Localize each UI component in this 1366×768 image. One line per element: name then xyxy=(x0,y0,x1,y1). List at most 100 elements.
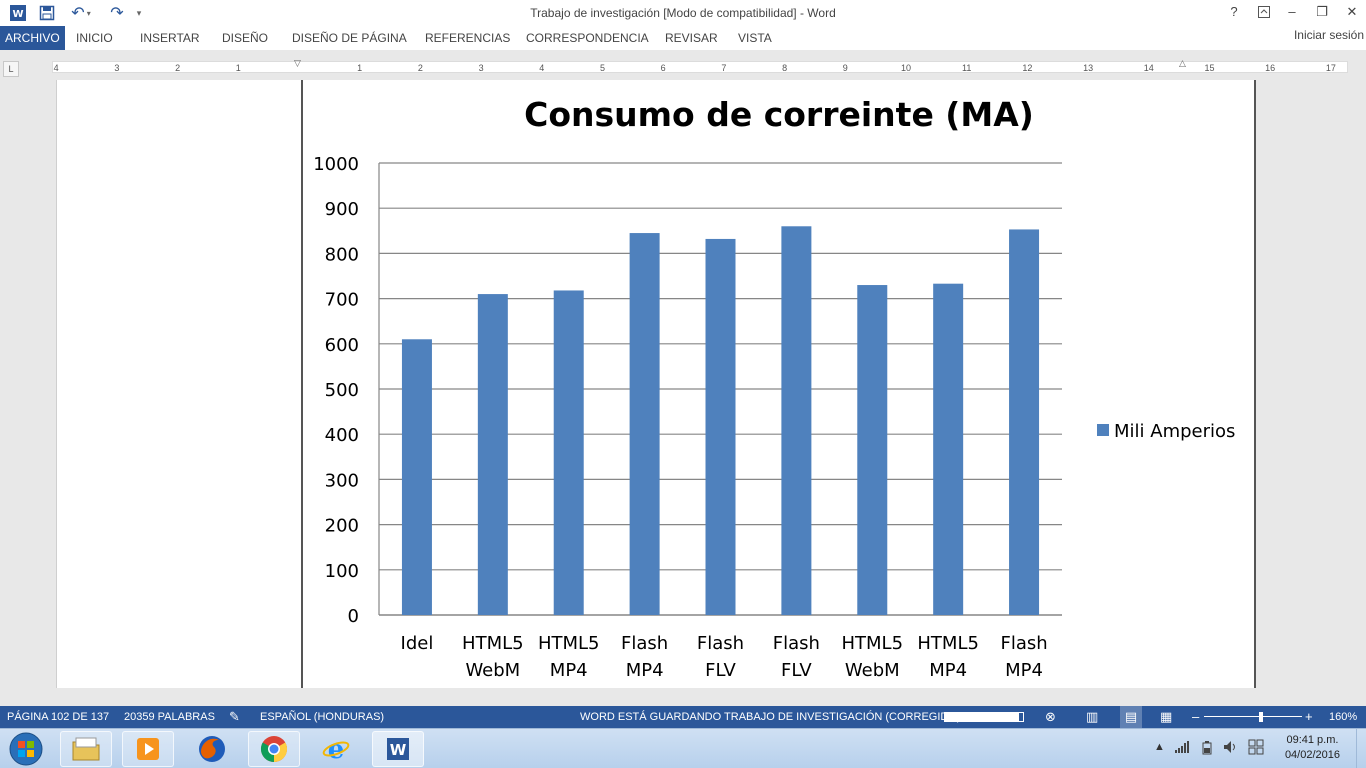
language-indicator[interactable]: ESPAÑOL (HONDURAS) xyxy=(260,711,385,723)
legend-swatch xyxy=(1097,424,1109,436)
chart-title: Consumo de correinte (MA) xyxy=(524,95,1034,134)
ruler-number: 1 xyxy=(357,63,363,73)
word-taskbar-icon[interactable]: W xyxy=(372,731,424,767)
ruler-strip[interactable]: 4 3 2 1 1 2 3 4 5 6 7 8 9 10 11 12 13 14 15 16 17 ▽ △ xyxy=(52,58,1348,73)
y-tick-label: 200 xyxy=(325,516,359,537)
help-button[interactable]: ? xyxy=(1230,4,1238,19)
x-tick-label: FLV xyxy=(781,660,812,681)
ruler-number: 15 xyxy=(1204,63,1215,73)
tab-inicio[interactable]: INICIO xyxy=(76,31,113,45)
y-tick-label: 500 xyxy=(325,380,359,401)
bar xyxy=(705,238,736,615)
tab-diseno[interactable]: DISEÑO xyxy=(222,31,269,45)
ruler-number: 12 xyxy=(1022,63,1033,73)
y-tick-label: 600 xyxy=(325,335,359,356)
ruler-number: 2 xyxy=(417,63,423,73)
word-count[interactable]: 20359 PALABRAS xyxy=(124,711,215,723)
chrome-icon[interactable] xyxy=(248,731,300,767)
x-tick-label: Flash xyxy=(621,633,668,654)
save-icon[interactable] xyxy=(36,3,58,23)
x-tick-label: FLV xyxy=(705,660,736,681)
first-line-indent-marker[interactable]: ▽ xyxy=(294,58,301,68)
tab-diseno-de-pagina[interactable]: DISEÑO DE PÁGINA xyxy=(292,31,407,45)
ruler-number: 16 xyxy=(1265,63,1276,73)
ruler-number: 9 xyxy=(842,63,848,73)
word-app-icon[interactable]: W xyxy=(8,3,28,23)
column-chart[interactable]: Consumo de correinte (MA) 0 100 200 300 400 5… xyxy=(0,80,1366,688)
ruler-number: 1 xyxy=(235,63,241,73)
tab-insertar[interactable]: INSERTAR xyxy=(140,31,200,45)
battery-icon[interactable] xyxy=(1200,741,1214,758)
ruler-number: 10 xyxy=(900,63,912,73)
ruler-number: 3 xyxy=(114,63,120,73)
tab-revisar[interactable]: REVISAR xyxy=(665,31,718,45)
ruler-number: 4 xyxy=(53,63,59,73)
show-hidden-icons[interactable]: ▲ xyxy=(1154,741,1165,753)
saving-status: WORD ESTÁ GUARDANDO TRABAJO DE INVESTIGA… xyxy=(580,711,964,723)
x-tick-label: Flash xyxy=(1000,633,1047,654)
zoom-slider-thumb[interactable] xyxy=(1259,712,1263,722)
x-axis: Idel HTML5 WebM HTML5 MP4 Flash MP4 Flash FLV Fla… xyxy=(401,633,1048,681)
volume-icon[interactable] xyxy=(1224,741,1238,756)
restore-button[interactable]: ❐ xyxy=(1316,4,1328,19)
save-progress-bar xyxy=(944,712,1024,722)
y-tick-label: 1000 xyxy=(313,154,359,175)
internet-explorer-icon[interactable]: e xyxy=(310,731,362,767)
read-mode-icon[interactable]: ▥ xyxy=(1086,709,1099,724)
document-area[interactable]: Consumo de correinte (MA) 0 100 200 300 400 5… xyxy=(0,80,1366,688)
horizontal-ruler[interactable]: L 4 3 2 1 1 2 3 4 5 6 7 8 9 10 11 12 13 14 15 16 17 ▽ △ xyxy=(0,58,1366,78)
minimize-button[interactable]: – xyxy=(1288,4,1296,19)
x-tick-label: WebM xyxy=(465,660,520,681)
file-explorer-icon[interactable] xyxy=(60,731,112,767)
x-tick-label: HTML5 xyxy=(462,633,524,654)
bar xyxy=(477,294,508,615)
page-count[interactable]: PÁGINA 102 DE 137 xyxy=(7,711,110,723)
svg-text:e: e xyxy=(328,735,345,764)
ruler-number: 3 xyxy=(478,63,484,73)
bar xyxy=(1009,229,1040,615)
system-clock[interactable]: 09:41 p.m. 04/02/2016 xyxy=(1285,733,1340,763)
undo-icon[interactable]: ↶ ▾ xyxy=(71,5,91,22)
y-tick-label: 700 xyxy=(325,290,359,311)
y-tick-label: 800 xyxy=(325,244,359,265)
legend-label: Mili Amperios xyxy=(1114,421,1235,442)
zoom-slider[interactable] xyxy=(1204,706,1302,728)
ruler-number: 11 xyxy=(962,63,972,73)
ruler-number: 6 xyxy=(660,63,666,73)
bar xyxy=(857,285,888,615)
firefox-icon[interactable] xyxy=(186,731,238,767)
x-tick-label: MP4 xyxy=(1005,660,1043,681)
proofing-icon[interactable]: ✎ xyxy=(229,709,240,724)
ruler-number: 7 xyxy=(721,63,727,73)
clock-date: 04/02/2016 xyxy=(1284,749,1340,761)
right-indent-marker[interactable]: △ xyxy=(1179,58,1186,68)
x-tick-label: HTML5 xyxy=(538,633,600,654)
y-tick-label: 900 xyxy=(325,199,359,220)
ribbon-display-options-button[interactable] xyxy=(1250,2,1278,22)
zoom-level[interactable]: 160% xyxy=(1329,711,1358,723)
customize-toolbar-icon[interactable]: ▾ xyxy=(136,7,142,18)
network-icon[interactable] xyxy=(1175,741,1189,756)
web-layout-icon[interactable]: ▦ xyxy=(1160,709,1173,724)
print-layout-icon[interactable]: ▤ xyxy=(1120,706,1142,728)
y-tick-label: 100 xyxy=(325,561,359,582)
x-tick-label: Flash xyxy=(773,633,820,654)
title-bar: W ↶ ▾ ↷ ▾ Trabajo de investigación [Modo … xyxy=(0,0,1366,26)
zoom-out-button[interactable]: – xyxy=(1192,709,1200,724)
y-tick-label: 400 xyxy=(325,425,359,446)
close-button[interactable]: ✕ xyxy=(1346,4,1358,19)
redo-icon[interactable]: ↷ xyxy=(110,5,124,22)
zoom-in-button[interactable]: + xyxy=(1305,709,1313,724)
signin-link[interactable]: Iniciar sesión xyxy=(1293,28,1364,42)
cancel-save-icon[interactable]: ⊗ xyxy=(1045,709,1056,724)
svg-text:W: W xyxy=(390,741,407,759)
show-desktop-button[interactable] xyxy=(1356,729,1366,768)
tab-correspondencia[interactable]: CORRESPONDENCIA xyxy=(526,31,649,45)
tab-selector-icon[interactable]: L xyxy=(3,61,19,77)
tab-vista[interactable]: VISTA xyxy=(738,31,772,45)
media-player-icon[interactable] xyxy=(122,731,174,767)
action-center-icon[interactable] xyxy=(1248,739,1264,758)
tab-referencias[interactable]: REFERENCIAS xyxy=(425,31,511,45)
start-button[interactable] xyxy=(4,731,48,767)
tab-archivo[interactable]: ARCHIVO xyxy=(0,26,65,50)
